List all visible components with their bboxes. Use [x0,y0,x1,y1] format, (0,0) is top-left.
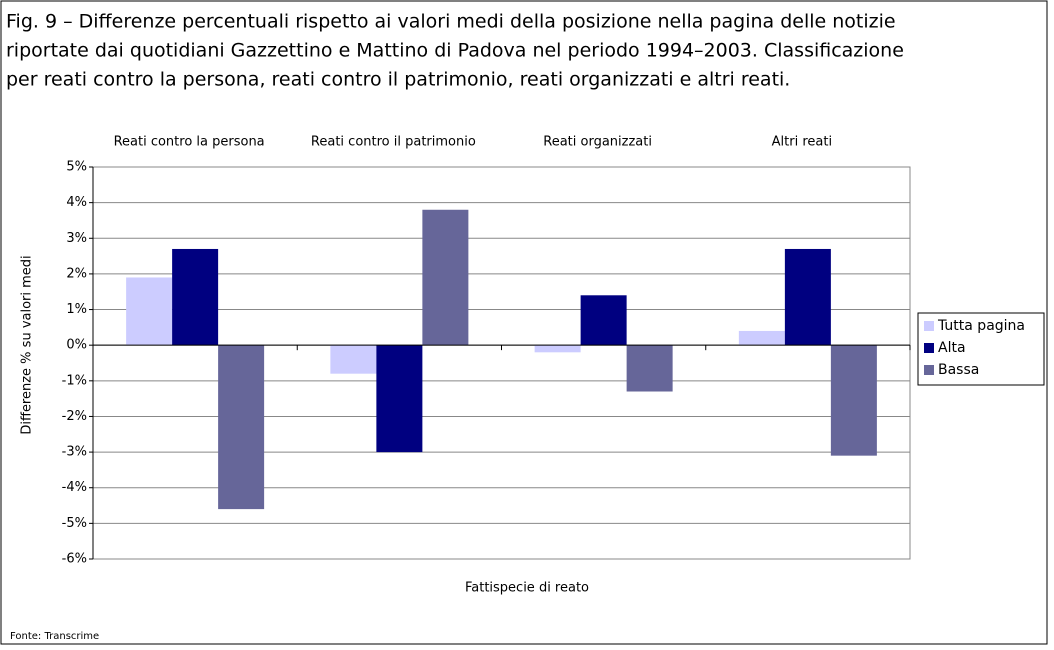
bar [830,345,877,456]
chart-title: riportate dai quotidiani Gazzettino e Ma… [6,40,904,62]
chart-title: Fig. 9 – Differenze percentuali rispetto… [6,11,896,33]
bar [126,277,173,346]
category-label: Reati contro il patrimonio [311,135,476,150]
y-tick-label: -4% [62,480,87,495]
bar [218,345,265,510]
bar [534,345,581,353]
y-tick-label: -5% [62,516,87,531]
bar [784,248,831,346]
y-tick-label: 1% [66,302,87,317]
bar [172,248,219,346]
legend-label: Tutta pagina [937,318,1025,334]
bar [626,345,673,392]
legend-swatch [924,343,934,353]
chart-title: per reati contro la persona, reati contr… [6,69,790,91]
plot-area [92,166,911,560]
bar [580,295,627,346]
category-label: Altri reati [772,135,832,150]
bar [376,345,423,453]
y-tick-label: 4% [66,195,87,210]
legend-swatch [924,365,934,375]
category-label: Reati contro la persona [114,135,265,150]
bar [330,345,377,374]
y-tick-label: 0% [66,338,87,353]
x-axis-title: Fattispecie di reato [465,581,589,596]
legend-swatch [924,321,934,331]
legend-label: Alta [938,340,966,356]
y-tick-label: 5% [66,160,87,175]
legend-label: Bassa [938,362,979,378]
y-tick-label: -1% [62,373,87,388]
legend-box [917,312,1045,386]
y-tick-label: -3% [62,445,87,460]
y-tick-label: 3% [66,231,87,246]
y-axis-title: Differenze % su valori medi [20,255,35,434]
y-tick-label: 2% [66,266,87,281]
bar [422,209,469,346]
bar [738,330,785,346]
y-tick-label: -6% [62,552,87,567]
y-tick-label: -2% [62,409,87,424]
category-label: Reati organizzati [543,135,652,150]
source: Fonte: Transcrime [10,631,99,642]
